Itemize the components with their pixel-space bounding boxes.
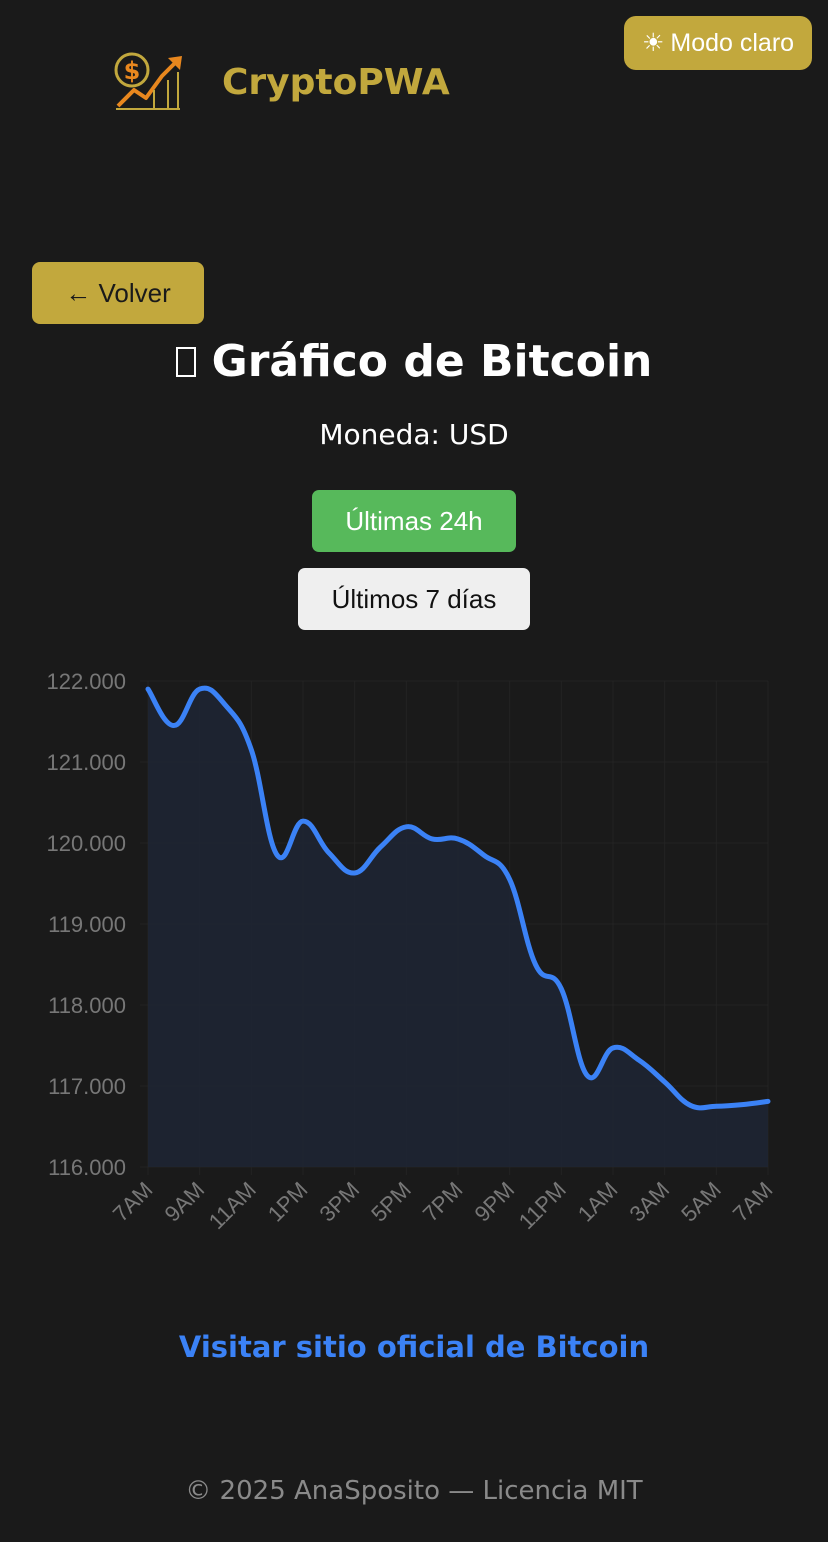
brand-name: CryptoPWA xyxy=(222,62,450,103)
x-tick-label: 1AM xyxy=(573,1177,623,1227)
price-area-fill xyxy=(148,688,768,1167)
price-line xyxy=(145,685,771,1111)
x-tick-label: 3AM xyxy=(625,1177,675,1227)
y-tick-label: 117.000 xyxy=(48,1074,126,1099)
x-tick-label: 7AM xyxy=(728,1177,778,1227)
svg-text:$: $ xyxy=(124,57,141,85)
x-tick-label: 5AM xyxy=(676,1177,726,1227)
page-title: Gráfico de Bitcoin xyxy=(0,336,828,387)
range-7d-button[interactable]: Últimos 7 días xyxy=(298,568,530,630)
x-tick-label: 7PM xyxy=(418,1177,468,1227)
x-tick-label: 7AM xyxy=(108,1177,158,1227)
x-tick-label: 9AM xyxy=(160,1177,210,1227)
price-chart: 116.000 117.000 118.000 119.000 120.000 121.0… xyxy=(46,669,778,1234)
sun-icon: ☀ xyxy=(641,29,665,57)
y-tick-label: 122.000 xyxy=(46,669,126,694)
y-tick-label: 120.000 xyxy=(46,831,126,856)
y-tick-label: 119.000 xyxy=(48,912,126,937)
back-button[interactable]: ← Volver xyxy=(32,262,204,324)
currency-label: Moneda: USD xyxy=(319,418,509,451)
x-tick-label: 11AM xyxy=(204,1177,261,1234)
y-tick-label: 121.000 xyxy=(46,750,126,775)
official-site-link[interactable]: Visitar sitio oficial de Bitcoin xyxy=(178,1330,650,1364)
theme-toggle-label: Modo claro xyxy=(670,28,795,57)
range-24h-button[interactable]: Últimas 24h xyxy=(312,490,516,552)
y-tick-label: 118.000 xyxy=(48,993,126,1018)
coin-growth-chart-icon: $ xyxy=(114,52,182,110)
chart-icon xyxy=(175,346,196,377)
page-title-text: Gráfico de Bitcoin xyxy=(211,336,653,387)
footer-copyright: © 2025 AnaSposito — Licencia MIT xyxy=(185,1476,643,1506)
x-tick-label: 3PM xyxy=(315,1177,365,1227)
y-tick-label: 116.000 xyxy=(48,1155,126,1180)
theme-toggle-button[interactable]: ☀ Modo claro xyxy=(624,16,812,70)
x-tick-label: 5PM xyxy=(366,1177,416,1227)
x-tick-label: 9PM xyxy=(470,1177,520,1227)
x-tick-label: 11PM xyxy=(514,1177,571,1234)
x-tick-label: 1PM xyxy=(263,1177,313,1227)
